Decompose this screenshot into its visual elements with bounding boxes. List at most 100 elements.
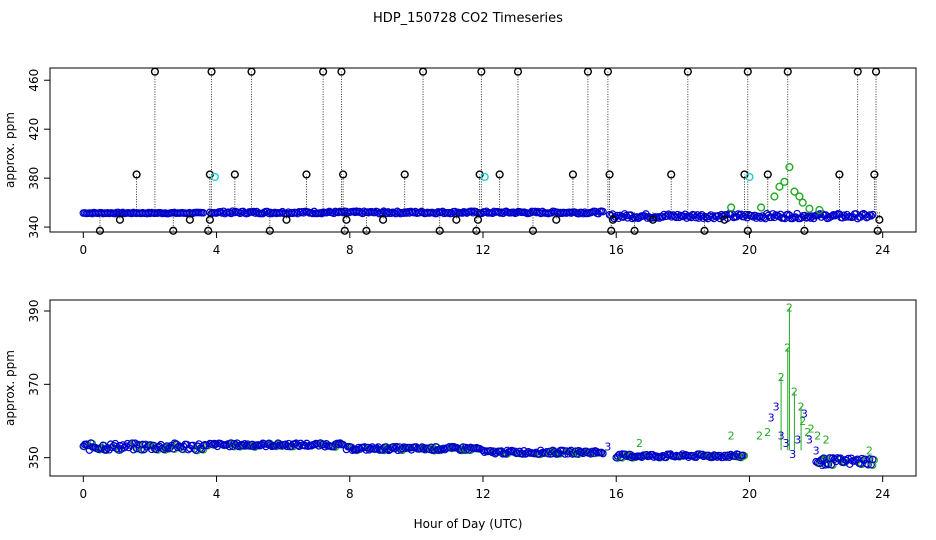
data-point (583, 67, 593, 76)
series-spikes-mid (132, 170, 879, 213)
data-point (185, 215, 194, 224)
data-point (790, 187, 799, 196)
data-point (667, 170, 676, 179)
series-baseline (79, 207, 877, 223)
x-tick-label: 20 (742, 243, 757, 257)
series-spikes-low (95, 212, 884, 235)
x-tick-label: 4 (213, 243, 221, 257)
data-point (603, 67, 613, 76)
data-point (835, 170, 844, 179)
data-point (340, 226, 349, 235)
data-point: 3 (801, 408, 808, 421)
data-point (204, 226, 213, 235)
data-point (743, 226, 752, 235)
data-point: 3 (806, 433, 813, 446)
data-point (871, 67, 881, 76)
y-axis-title: approx. ppm (3, 350, 17, 426)
data-point (418, 67, 428, 76)
data-point (210, 172, 219, 182)
data-point: 3 (794, 433, 801, 446)
data-point (815, 205, 824, 215)
x-tick-label: 16 (609, 243, 624, 257)
data-point: 2 (784, 342, 791, 355)
data-point (528, 226, 538, 235)
data-point (115, 215, 125, 224)
data-point (756, 214, 765, 222)
data-point (334, 440, 343, 449)
data-point (678, 450, 687, 458)
data-point (800, 226, 809, 235)
data-point (605, 170, 614, 179)
plot-frame (49, 67, 917, 233)
top-panel: 0 4 8 12 16 20 24 340 380 420 460 approx. ppm (3, 67, 917, 257)
data-point (568, 170, 578, 179)
data-point (362, 226, 371, 235)
data-point (683, 67, 692, 76)
data-point (868, 455, 877, 464)
data-point (743, 67, 752, 76)
chart-title: HDP_150728 CO2 Timeseries (373, 11, 563, 26)
data-point: 2 (778, 371, 785, 384)
data-point: 2 (799, 415, 806, 428)
data-point: 3 (604, 441, 611, 454)
data-point: 3 (783, 437, 790, 450)
data-point: 2 (804, 426, 811, 439)
series-event-cluster (727, 163, 824, 215)
data-point (480, 172, 489, 182)
data-point (378, 215, 388, 224)
data-point (146, 441, 155, 449)
data-point (477, 67, 486, 76)
data-point (342, 215, 351, 224)
data-point (230, 170, 239, 179)
data-point (169, 226, 178, 235)
data-point (727, 203, 736, 212)
y-tick-label: 370 (27, 373, 41, 396)
data-point (757, 203, 766, 212)
data-point (339, 170, 348, 179)
data-point (858, 454, 866, 463)
data-point (798, 198, 807, 207)
data-point (818, 455, 826, 464)
y-tick-label: 460 (27, 69, 41, 92)
data-point (867, 212, 875, 220)
data-point (472, 226, 481, 235)
series-spikes-high (150, 67, 881, 213)
data-point: 2 (791, 386, 798, 399)
data-point: 3 (773, 400, 780, 413)
data-point (132, 170, 141, 179)
data-point (282, 215, 291, 224)
y-tick-label: 390 (27, 300, 41, 323)
data-point: 2 (756, 430, 763, 443)
data-point (207, 67, 216, 76)
x-tick-label: 12 (475, 243, 490, 257)
data-point (247, 67, 256, 76)
data-point (513, 67, 523, 76)
data-point (597, 448, 606, 457)
data-point (495, 170, 504, 179)
data-point (111, 439, 120, 448)
data-point (205, 215, 214, 224)
x-tick-label: 0 (79, 243, 87, 257)
data-point: 2 (808, 422, 815, 435)
series-filtered-blue (79, 439, 878, 469)
data-point: 2 (866, 444, 873, 457)
data-point (775, 182, 784, 191)
data-point (95, 226, 105, 235)
data-point (199, 441, 208, 450)
data-point: 2 (786, 301, 793, 314)
x-tick-label: 24 (875, 243, 890, 257)
data-point (826, 454, 834, 462)
data-point (435, 226, 444, 235)
data-point (870, 170, 879, 179)
data-point (319, 67, 328, 76)
data-point (875, 215, 884, 224)
data-point: 3 (778, 430, 785, 443)
data-point (552, 215, 561, 224)
data-point (630, 226, 639, 235)
x-tick-label: 24 (875, 487, 890, 501)
data-point: 2 (764, 426, 771, 439)
x-tick-label: 16 (609, 487, 624, 501)
x-tick-label: 4 (213, 487, 221, 501)
